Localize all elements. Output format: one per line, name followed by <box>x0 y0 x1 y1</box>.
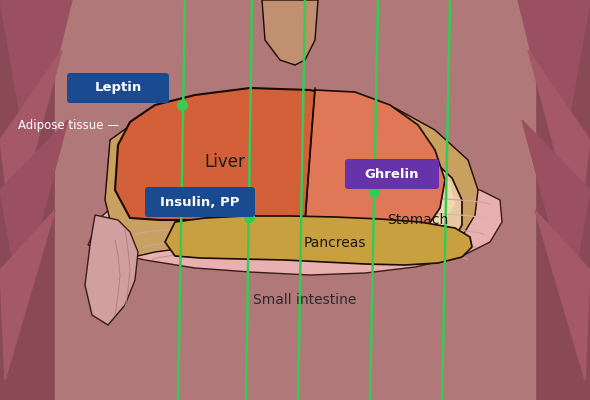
Polygon shape <box>528 50 590 235</box>
Polygon shape <box>328 155 462 257</box>
Polygon shape <box>0 50 62 235</box>
Polygon shape <box>340 167 455 250</box>
Polygon shape <box>305 90 445 252</box>
Polygon shape <box>115 88 420 228</box>
FancyBboxPatch shape <box>345 159 439 189</box>
Text: Leptin: Leptin <box>94 82 142 94</box>
Text: Stomach: Stomach <box>388 213 448 227</box>
Polygon shape <box>55 0 535 400</box>
FancyBboxPatch shape <box>67 73 169 103</box>
Polygon shape <box>0 210 55 380</box>
Polygon shape <box>85 215 138 325</box>
Text: Insulin, PP: Insulin, PP <box>160 196 240 208</box>
Polygon shape <box>0 0 72 170</box>
Polygon shape <box>0 120 68 300</box>
Polygon shape <box>262 0 318 65</box>
Polygon shape <box>522 120 590 300</box>
FancyBboxPatch shape <box>145 187 255 217</box>
Text: Adipose tissue —: Adipose tissue — <box>18 120 119 132</box>
Polygon shape <box>165 216 472 265</box>
Text: Pancreas: Pancreas <box>304 236 366 250</box>
Polygon shape <box>535 210 590 380</box>
Polygon shape <box>105 90 478 262</box>
Text: Liver: Liver <box>205 153 245 171</box>
Text: Ghrelin: Ghrelin <box>365 168 419 180</box>
Text: Small intestine: Small intestine <box>253 293 357 307</box>
Polygon shape <box>88 185 502 275</box>
Polygon shape <box>518 0 590 170</box>
